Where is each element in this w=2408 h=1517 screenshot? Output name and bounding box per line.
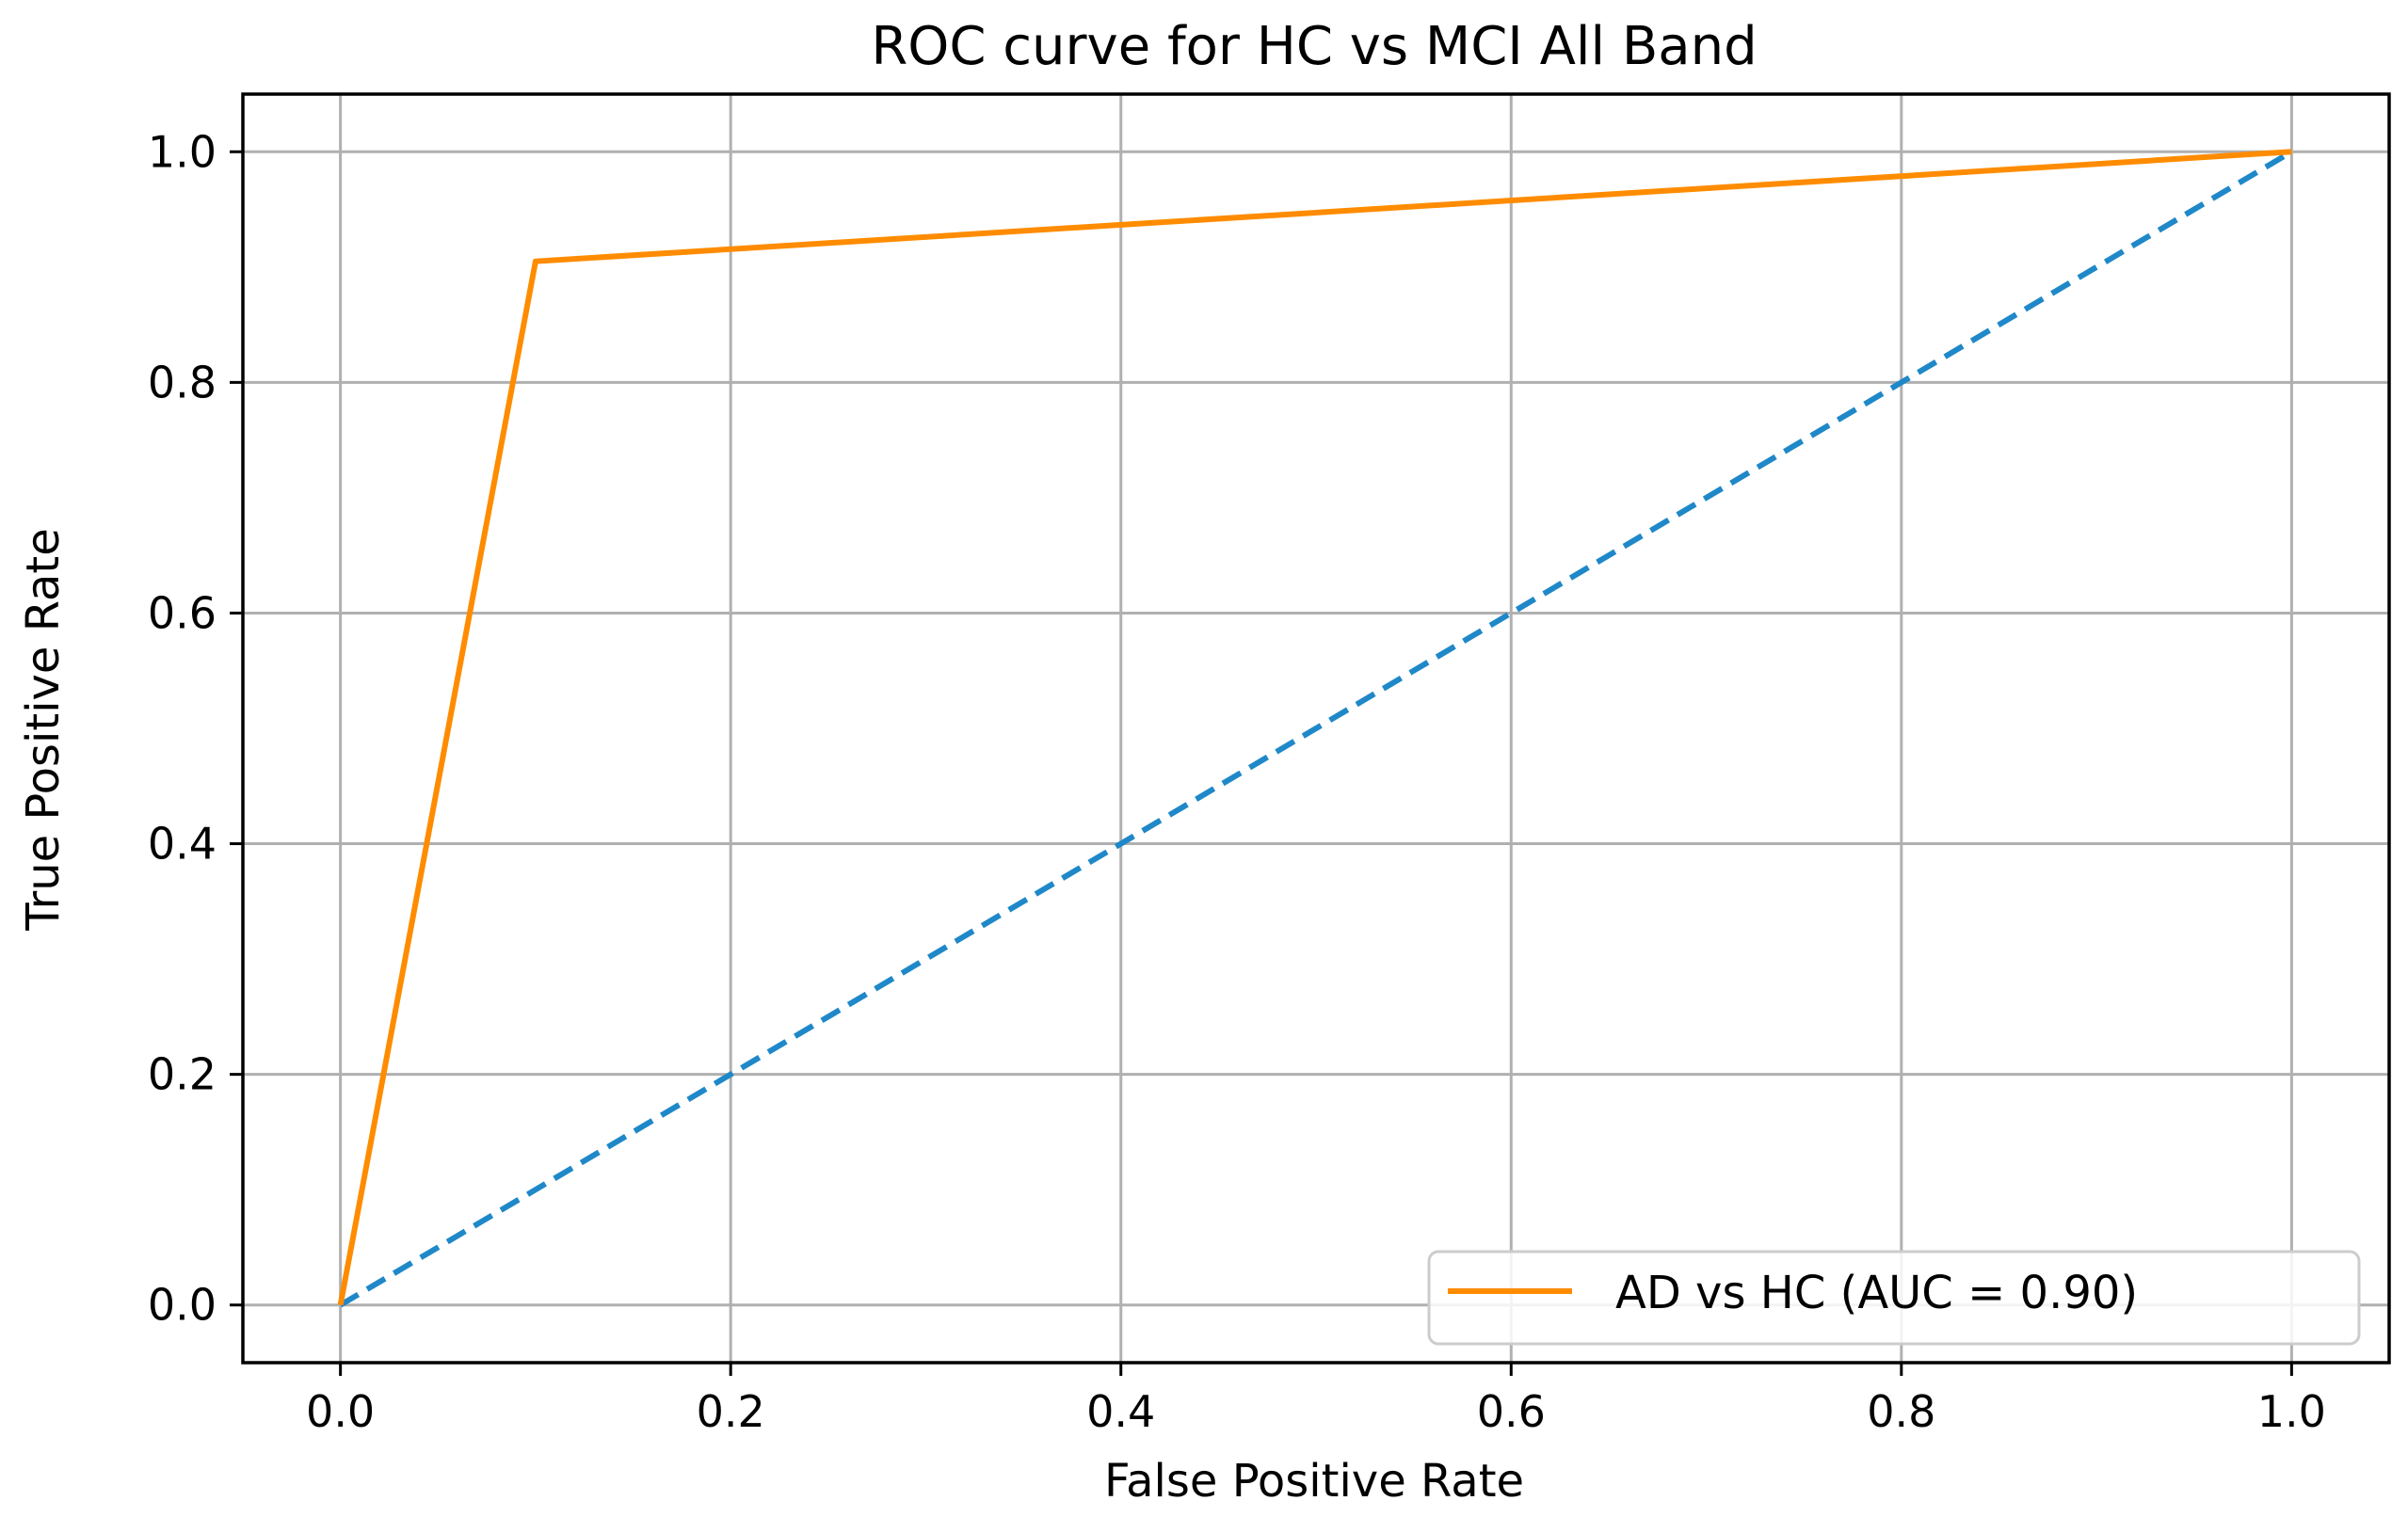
x-tick-label: 0.6 bbox=[1477, 1386, 1546, 1437]
x-tick-label: 0.2 bbox=[697, 1386, 765, 1437]
legend-box bbox=[1427, 1250, 2361, 1346]
y-tick-label: 0.2 bbox=[148, 1049, 217, 1100]
y-axis-label: True Positive Rate bbox=[17, 528, 70, 932]
series-layer bbox=[337, 149, 2293, 1308]
y-tick-label: 0.6 bbox=[148, 587, 217, 638]
x-tick-label: 0.0 bbox=[306, 1386, 375, 1437]
x-axis-label: False Positive Rate bbox=[1104, 1455, 1524, 1508]
chance-diagonal-line bbox=[339, 149, 2293, 1308]
y-tick-label: 1.0 bbox=[148, 126, 217, 177]
roc-curve-line bbox=[337, 149, 2292, 1306]
y-tick-label: 0.4 bbox=[148, 819, 217, 870]
x-tick-label: 0.4 bbox=[1086, 1386, 1155, 1437]
chart-title: ROC curve for HC vs MCI All Band bbox=[871, 16, 1757, 77]
y-tick-label: 0.8 bbox=[148, 357, 217, 407]
legend-entry-label: AD vs HC (AUC = 0.90) bbox=[1615, 1267, 2138, 1319]
plot-frame bbox=[241, 92, 2391, 1365]
x-tick-label: 0.8 bbox=[1867, 1386, 1935, 1437]
axis-ticks: 0.0 0.2 0.4 0.6 0.8 1.0 0.0 0.2 0.4 0.6 0.8 1.0 bbox=[148, 126, 2326, 1437]
legend: AD vs HC (AUC = 0.90) bbox=[1427, 1250, 2361, 1346]
x-tick-label: 1.0 bbox=[2257, 1386, 2326, 1437]
y-tick-label: 0.0 bbox=[148, 1280, 217, 1331]
